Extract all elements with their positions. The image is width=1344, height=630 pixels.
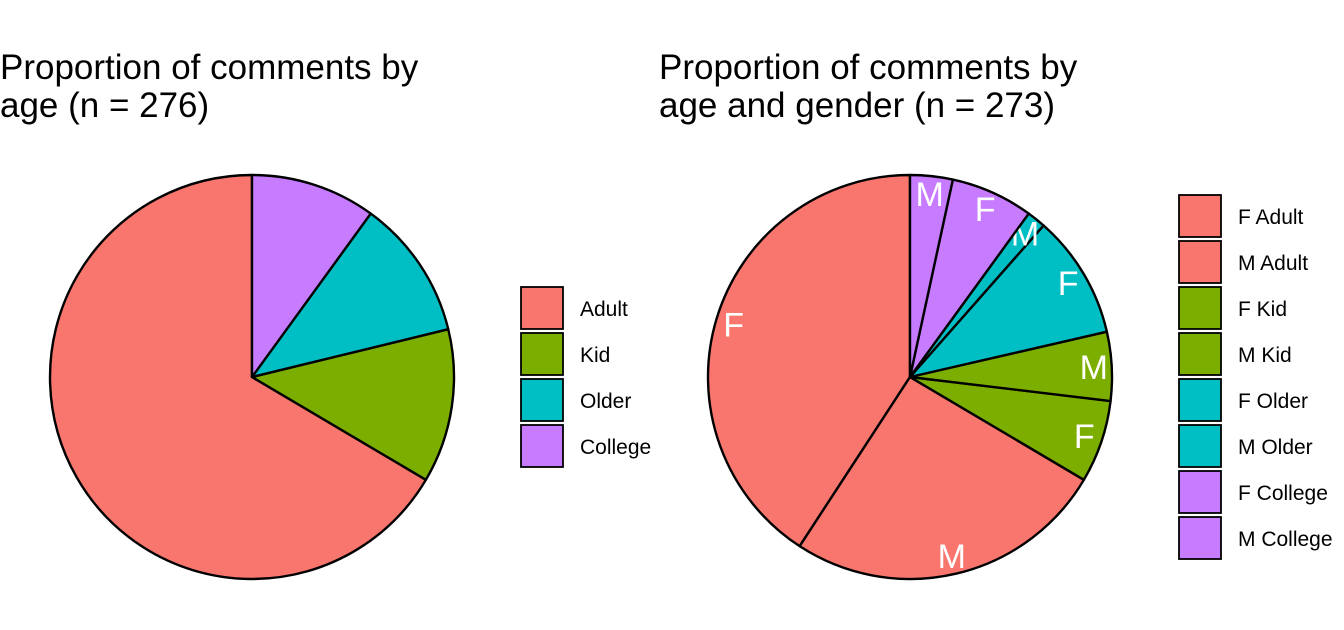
slice-label-f-kid: F bbox=[1074, 418, 1095, 456]
legend-key-age-gender-m-adult bbox=[1178, 240, 1222, 284]
legend-key-age-gender-f-adult bbox=[1178, 194, 1222, 238]
pie-slice-age-gender-f-older bbox=[908, 224, 1109, 379]
legend-key-age-gender-m-older bbox=[1178, 424, 1222, 468]
legend-key-age-gender-m-college bbox=[1178, 516, 1222, 560]
legend-key-age-gender-f-college bbox=[1178, 470, 1222, 514]
legend-key-age-gender-f-kid bbox=[1178, 286, 1222, 330]
legend-key-age-adult bbox=[520, 286, 564, 330]
chart-title-right-line-2: age and gender (n = 273) bbox=[659, 86, 1056, 125]
chart-title-left-line-2: age (n = 276) bbox=[0, 86, 210, 125]
slice-label-f-adult: F bbox=[723, 307, 744, 345]
pie-slice-age-kid bbox=[250, 328, 456, 482]
chart-title-left-line-1: Proportion of comments by bbox=[0, 48, 419, 87]
legend-label-age-adult: Adult bbox=[580, 298, 628, 321]
legend-key-age-college bbox=[520, 424, 564, 468]
legend-key-age-gender-f-older bbox=[1178, 378, 1222, 422]
legend-label-age-gender-m-kid: M Kid bbox=[1238, 344, 1292, 367]
legend-label-age-gender-m-adult: M Adult bbox=[1238, 252, 1308, 275]
pie-slice-age-older bbox=[250, 212, 450, 379]
slice-label-m-college: M bbox=[915, 176, 943, 214]
legend-label-age-kid: Kid bbox=[580, 344, 610, 367]
slice-label-f-older: F bbox=[1058, 265, 1079, 303]
legend-label-age-gender-m-older: M Older bbox=[1238, 436, 1313, 459]
legend-label-age-gender-m-college: M College bbox=[1238, 528, 1333, 551]
legend-label-age-gender-f-older: F Older bbox=[1238, 390, 1308, 413]
legend-label-age-college: College bbox=[580, 436, 651, 459]
legend-key-age-older bbox=[520, 378, 564, 422]
chart-title-right-line-1: Proportion of comments by bbox=[659, 48, 1078, 87]
legend-label-age-gender-f-adult: F Adult bbox=[1238, 206, 1304, 229]
pie-slice-age-gender-m-college bbox=[908, 173, 955, 379]
slice-label-m-adult: M bbox=[938, 538, 966, 576]
pie-slice-age-gender-m-adult bbox=[798, 375, 1086, 581]
pie-slice-age-adult bbox=[48, 173, 428, 581]
legend-key-age-gender-m-kid bbox=[1178, 332, 1222, 376]
legend-label-age-gender-f-kid: F Kid bbox=[1238, 298, 1287, 321]
slice-label-m-kid: M bbox=[1080, 349, 1108, 387]
slice-label-f-college: F bbox=[975, 191, 996, 229]
pie-slice-age-college bbox=[250, 173, 372, 379]
legend-key-age-kid bbox=[520, 332, 564, 376]
legend-label-age-older: Older bbox=[580, 390, 631, 413]
legend-label-age-gender-f-college: F College bbox=[1238, 482, 1328, 505]
